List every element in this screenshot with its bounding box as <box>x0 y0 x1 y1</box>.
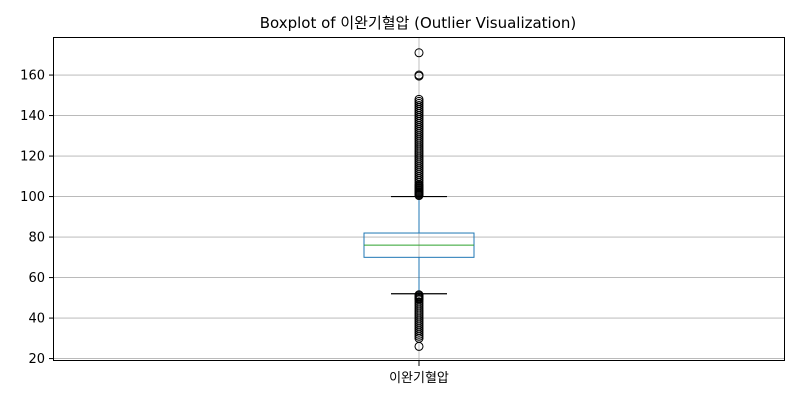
box-series <box>363 48 475 351</box>
x-axis: 이완기혈압 <box>389 361 449 386</box>
outlier-point <box>414 48 424 58</box>
y-tick-label: 40 <box>28 312 45 327</box>
chart-title: Boxplot of 이완기혈압 (Outlier Visualization) <box>260 14 577 32</box>
y-tick-label: 100 <box>20 190 45 205</box>
y-tick-label: 80 <box>28 231 45 246</box>
y-tick-label: 60 <box>28 271 45 286</box>
plot-frame <box>53 37 785 361</box>
y-tick-label: 140 <box>20 109 45 124</box>
y-axis: 20 40 60 80 100 120 140 160 <box>20 69 54 367</box>
outlier-point <box>414 290 424 300</box>
x-tick-label: 이완기혈압 <box>389 371 449 386</box>
outlier-point <box>414 94 424 104</box>
outlier-point <box>414 70 424 80</box>
y-tick-label: 20 <box>28 352 45 367</box>
y-tick-label: 160 <box>20 69 45 84</box>
y-tick-label: 120 <box>20 150 45 165</box>
